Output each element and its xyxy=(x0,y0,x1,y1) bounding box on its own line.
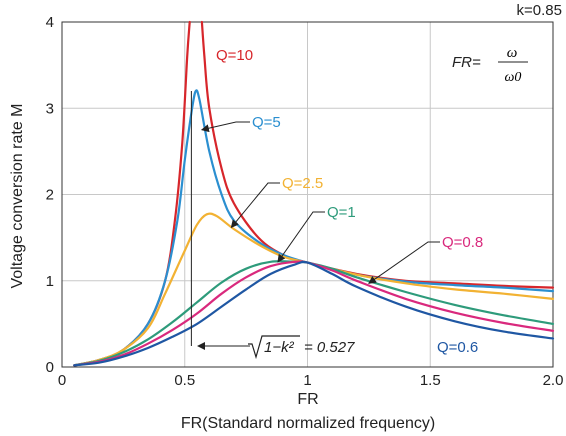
y-tick-label: 2 xyxy=(46,187,54,204)
label-Q-1: Q=1 xyxy=(327,204,356,221)
annotation-value: = 0.527 xyxy=(304,339,355,356)
series-Q-0_6-line xyxy=(73,260,555,367)
series-labels: Q=10 Q=5 Q=2.5Q=1 Q=0.8 Q=0.6 xyxy=(200,47,483,356)
x-tick-label: 2.0 xyxy=(543,372,564,389)
grid xyxy=(61,21,554,368)
label-Q-10: Q=10 xyxy=(216,47,253,64)
series-Q-2_5-line xyxy=(73,212,555,367)
sqrt-annotation: 1−k² = 0.527 xyxy=(197,335,355,360)
x-axis-subtitle: FR(Standard normalized frequency) xyxy=(181,415,435,432)
x-tick-label: 1.5 xyxy=(420,372,441,389)
leader-Q-5 xyxy=(200,121,250,133)
label-Q-5: Q=5 xyxy=(252,114,281,131)
y-tick-label: 1 xyxy=(46,273,54,290)
series-Q-5-line xyxy=(73,89,555,367)
series-Q-0_8-line xyxy=(73,260,555,367)
leader-Q-2_5 xyxy=(230,182,280,229)
formula-lhs: FR= xyxy=(452,54,481,71)
formula-numerator: ω xyxy=(507,45,518,61)
y-tick-label: 3 xyxy=(46,100,54,117)
x-axis-label: FR xyxy=(297,391,318,408)
x-ticks: 0 0.5 1 1.5 2.0 xyxy=(58,372,564,389)
y-ticks: 0 1 2 3 4 xyxy=(46,14,54,376)
label-Q-0_8: Q=0.8 xyxy=(442,234,483,251)
y-axis-label: Voltage conversion rate M xyxy=(9,104,26,289)
series-Q-10-line-0 xyxy=(73,20,191,367)
x-tick-label: 1 xyxy=(303,372,311,389)
radicand: 1−k² xyxy=(264,339,295,356)
label-Q-2_5: Q=2.5 xyxy=(282,175,323,192)
curves xyxy=(73,20,555,367)
leader-Q-1 xyxy=(277,211,325,263)
y-tick-label: 4 xyxy=(46,14,54,31)
k-label: k=0.85 xyxy=(517,2,562,19)
formula-denominator: ω0 xyxy=(505,70,522,85)
x-tick-label: 0 xyxy=(58,372,66,389)
sqrt-sign xyxy=(248,335,300,360)
plot-frame xyxy=(61,21,554,368)
leader-Q-0_8 xyxy=(368,241,440,284)
label-Q-0_6: Q=0.6 xyxy=(437,339,478,356)
series-Q-1-line xyxy=(73,260,555,367)
formula: FR= ω ω0 xyxy=(452,45,528,85)
y-tick-label: 0 xyxy=(46,359,54,376)
x-tick-label: 0.5 xyxy=(174,372,195,389)
